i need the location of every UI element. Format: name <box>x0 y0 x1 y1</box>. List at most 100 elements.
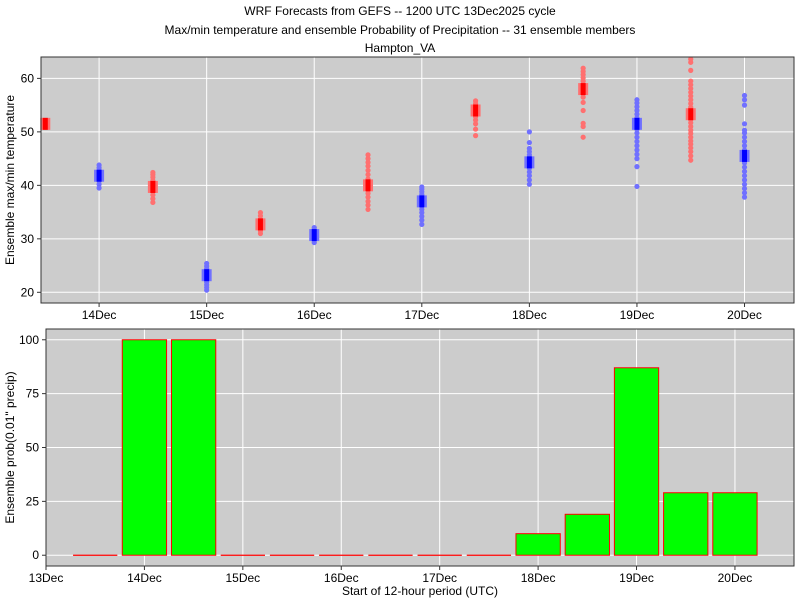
max-temp-member-point <box>580 65 586 71</box>
min-temp-median-core <box>526 156 532 169</box>
y-tick-label: 30 <box>21 232 35 246</box>
precip-bar <box>170 339 217 556</box>
min-temp-member-point <box>634 130 640 136</box>
max-temp-member-point <box>365 194 371 200</box>
min-temp-member-point <box>526 169 532 175</box>
min-temp-member-point <box>741 173 748 179</box>
max-temp-member-point <box>472 121 479 127</box>
x-tick-label: 19Dec <box>619 571 654 585</box>
min-temp-member-point <box>741 127 748 133</box>
min-temp-member-point <box>741 143 748 149</box>
max-temp-member-point <box>688 123 694 130</box>
y-tick-label: 50 <box>26 441 40 455</box>
max-temp-median-core <box>42 117 48 130</box>
max-temp-member-point <box>688 93 694 99</box>
min-temp-member-point <box>526 181 532 187</box>
y-axis-label: Ensemble max/min temperature <box>3 95 17 265</box>
max-temp-member-point <box>150 169 156 176</box>
max-temp-member-point <box>580 107 586 114</box>
max-temp-member-point <box>365 156 371 162</box>
min-temp-member-point <box>419 221 425 227</box>
max-temp-member-point <box>688 134 694 140</box>
max-temp-member-point <box>365 152 371 158</box>
max-temp-member-point <box>688 89 694 95</box>
min-temp-member-point <box>311 224 317 231</box>
x-tick-label: 13Dec <box>29 571 64 585</box>
min-temp-member-point <box>634 134 640 140</box>
x-tick-label: 17Dec <box>404 308 439 322</box>
min-temp-member-point <box>741 177 748 183</box>
x-tick-label: 18Dec <box>512 308 547 322</box>
chart-title-line-1: WRF Forecasts from GEFS -- 1200 UTC 13De… <box>244 4 556 18</box>
min-temp-member-point <box>741 181 748 187</box>
min-temp-member-point <box>96 162 102 168</box>
x-tick-label: 16Dec <box>324 571 359 585</box>
min-temp-member-point <box>741 134 748 140</box>
min-temp-member-point <box>741 102 748 108</box>
min-temp-member-point <box>634 111 640 117</box>
x-tick-label: 17Dec <box>422 571 457 585</box>
max-temp-member-point <box>688 145 694 151</box>
max-temp-member-point <box>688 97 694 103</box>
max-temp-member-point <box>150 196 156 202</box>
x-tick-label: 16Dec <box>297 308 332 322</box>
min-temp-member-point <box>634 151 640 157</box>
max-temp-member-point <box>472 98 479 104</box>
min-temp-member-point <box>741 168 748 175</box>
chart-title-line-2: Max/min temperature and ensemble Probabi… <box>164 23 636 37</box>
max-temp-member-point <box>472 126 479 132</box>
x-tick-label: 20Dec <box>727 308 762 322</box>
min-temp-member-point <box>634 143 640 149</box>
min-temp-member-point <box>741 164 748 170</box>
min-temp-member-point <box>741 121 748 127</box>
max-temp-member-point <box>472 133 479 139</box>
max-temp-member-point <box>365 190 371 196</box>
min-temp-median-core <box>419 195 425 208</box>
precip-bar <box>613 367 660 556</box>
min-temp-member-point <box>741 138 748 145</box>
max-temp-member-point <box>688 153 694 159</box>
min-temp-member-point <box>741 194 748 200</box>
min-temp-member-point <box>634 156 640 162</box>
min-temp-member-point <box>526 145 532 152</box>
min-temp-member-point <box>634 107 640 114</box>
x-tick-label: 14Dec <box>82 308 117 322</box>
min-temp-member-point <box>96 185 102 191</box>
max-temp-member-point <box>688 78 694 84</box>
precip-bar <box>121 339 168 556</box>
max-temp-member-point <box>580 99 586 106</box>
max-temp-member-point <box>688 138 694 144</box>
min-temp-member-point <box>634 183 640 190</box>
min-temp-member-point <box>634 147 640 153</box>
max-temp-member-point <box>688 67 694 73</box>
min-temp-member-point <box>634 164 640 170</box>
y-tick-label: 100 <box>19 333 39 347</box>
max-temp-member-point <box>365 206 371 213</box>
max-temp-median-core <box>257 218 263 231</box>
max-temp-median-core <box>150 180 156 193</box>
min-temp-member-point <box>526 173 532 179</box>
max-temp-member-point <box>688 149 694 155</box>
min-temp-member-point <box>419 184 425 190</box>
min-temp-member-point <box>634 138 640 145</box>
min-temp-member-point <box>204 260 210 267</box>
max-temp-median-core <box>580 83 586 96</box>
min-temp-member-point <box>741 185 748 192</box>
max-temp-member-point <box>365 198 371 204</box>
max-temp-median-core <box>688 108 694 121</box>
precip-bar <box>663 492 709 556</box>
panel-border <box>40 56 795 304</box>
max-temp-member-point <box>257 210 264 216</box>
max-temp-median-core <box>365 179 371 192</box>
chart-title-line-3: Hampton_VA <box>364 41 436 55</box>
y-tick-label: 50 <box>21 125 35 139</box>
max-temp-member-point <box>688 56 694 62</box>
max-temp-member-point <box>365 163 371 169</box>
x-axis-label: Start of 12-hour period (UTC) <box>342 584 498 598</box>
max-temp-member-point <box>365 202 371 208</box>
min-temp-member-point <box>634 97 640 103</box>
y-axis-label: Ensemble prob(0.01" precip) <box>3 371 17 523</box>
min-temp-member-point <box>419 217 425 223</box>
x-tick-label: 19Dec <box>620 308 655 322</box>
